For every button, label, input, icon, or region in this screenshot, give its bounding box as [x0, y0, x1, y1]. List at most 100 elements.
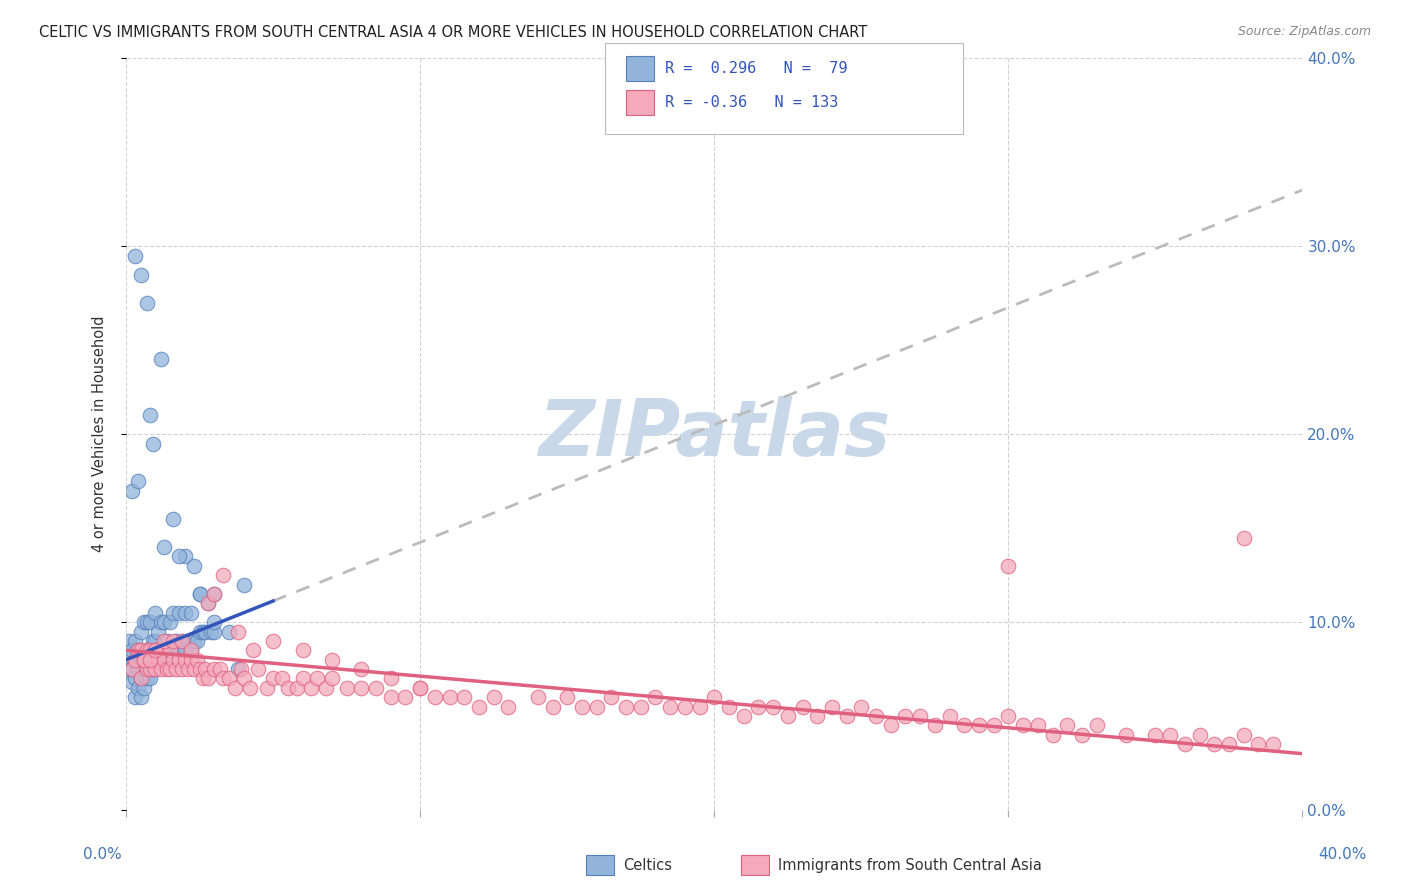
- Point: [170, 634, 193, 648]
- Point: [315, 681, 337, 695]
- Point: [1159, 728, 1181, 742]
- Point: [148, 653, 170, 667]
- Point: [1233, 531, 1256, 545]
- Point: [174, 549, 197, 564]
- Point: [127, 474, 149, 488]
- Point: [307, 672, 329, 686]
- Point: [498, 699, 520, 714]
- Point: [197, 596, 219, 610]
- Point: [953, 718, 976, 732]
- Point: [733, 709, 755, 723]
- Point: [439, 690, 461, 705]
- Point: [527, 690, 550, 705]
- Point: [908, 709, 931, 723]
- Point: [821, 699, 844, 714]
- Point: [614, 699, 637, 714]
- Point: [194, 662, 217, 676]
- Text: CELTIC VS IMMIGRANTS FROM SOUTH CENTRAL ASIA 4 OR MORE VEHICLES IN HOUSEHOLD COR: CELTIC VS IMMIGRANTS FROM SOUTH CENTRAL …: [39, 25, 868, 40]
- Point: [135, 672, 157, 686]
- Point: [209, 662, 232, 676]
- Point: [924, 718, 946, 732]
- Point: [659, 699, 682, 714]
- Point: [121, 483, 143, 498]
- Point: [806, 709, 828, 723]
- Point: [138, 672, 160, 686]
- Point: [127, 662, 149, 676]
- Point: [124, 672, 146, 686]
- Point: [121, 662, 143, 676]
- Point: [138, 409, 160, 423]
- Point: [135, 295, 157, 310]
- Text: 40.0%: 40.0%: [1319, 847, 1367, 862]
- Point: [180, 643, 202, 657]
- Point: [186, 653, 208, 667]
- Point: [145, 662, 167, 676]
- Point: [851, 699, 873, 714]
- Text: Source: ZipAtlas.com: Source: ZipAtlas.com: [1237, 25, 1371, 38]
- Point: [174, 643, 197, 657]
- Point: [124, 653, 146, 667]
- Point: [226, 662, 249, 676]
- Point: [138, 653, 160, 667]
- Point: [132, 615, 155, 629]
- Point: [321, 672, 343, 686]
- Point: [291, 672, 314, 686]
- Point: [127, 643, 149, 657]
- Point: [141, 436, 163, 450]
- Point: [1042, 728, 1064, 742]
- Point: [224, 681, 246, 695]
- Point: [380, 690, 402, 705]
- Point: [409, 681, 432, 695]
- Point: [188, 587, 211, 601]
- Point: [364, 681, 387, 695]
- Point: [135, 662, 157, 676]
- Point: [1026, 718, 1049, 732]
- Point: [938, 709, 960, 723]
- Point: [1233, 728, 1256, 742]
- Point: [291, 643, 314, 657]
- Point: [132, 681, 155, 695]
- Point: [630, 699, 652, 714]
- Point: [129, 672, 152, 686]
- Point: [145, 643, 167, 657]
- Point: [350, 681, 373, 695]
- Point: [1204, 737, 1226, 751]
- Point: [1115, 728, 1137, 742]
- Point: [167, 653, 190, 667]
- Point: [145, 662, 167, 676]
- Point: [703, 690, 725, 705]
- Point: [571, 699, 593, 714]
- Point: [482, 690, 505, 705]
- Point: [835, 709, 858, 723]
- Point: [423, 690, 446, 705]
- Point: [150, 653, 173, 667]
- Point: [232, 672, 254, 686]
- Point: [673, 699, 696, 714]
- Point: [997, 558, 1019, 573]
- Point: [380, 672, 402, 686]
- Point: [186, 634, 208, 648]
- Point: [150, 662, 173, 676]
- Point: [1218, 737, 1240, 751]
- Point: [145, 634, 167, 648]
- Point: [183, 662, 205, 676]
- Text: ZIPatlas: ZIPatlas: [538, 396, 890, 472]
- Point: [138, 643, 160, 657]
- Point: [1070, 728, 1092, 742]
- Point: [321, 653, 343, 667]
- Point: [997, 709, 1019, 723]
- Point: [468, 699, 491, 714]
- Point: [150, 615, 173, 629]
- Point: [162, 653, 184, 667]
- Point: [170, 662, 193, 676]
- Point: [191, 672, 214, 686]
- Point: [138, 662, 160, 676]
- Point: [218, 672, 240, 686]
- Text: Celtics: Celtics: [623, 858, 672, 872]
- Point: [145, 643, 167, 657]
- Point: [148, 624, 170, 639]
- Point: [1144, 728, 1167, 742]
- Point: [200, 624, 222, 639]
- Point: [150, 643, 173, 657]
- Point: [141, 634, 163, 648]
